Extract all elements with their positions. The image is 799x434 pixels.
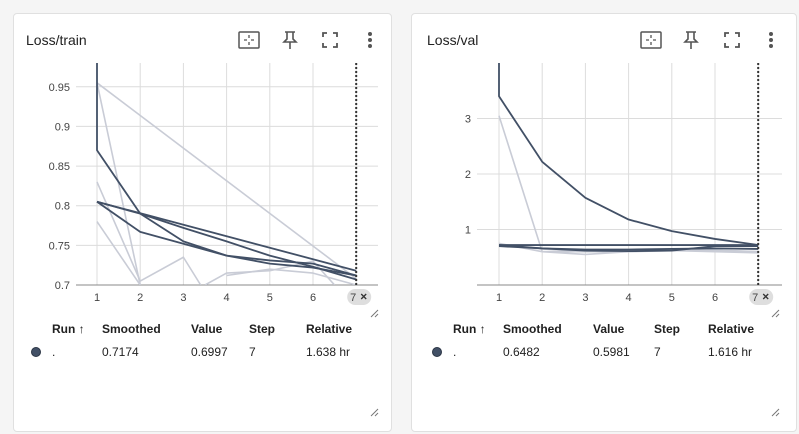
raw-series-line <box>96 221 141 285</box>
line-chart[interactable]: 3 2 1 1 2 3 4 5 6 7 <box>412 14 798 324</box>
resize-handle-icon[interactable] <box>369 308 379 318</box>
plot-area <box>96 63 357 285</box>
cell-relative: 1.616 hr <box>708 345 753 359</box>
y-tick-label: 1 <box>465 225 471 237</box>
x-tick-label: 3 <box>180 292 186 304</box>
x-tick-label: 5 <box>669 292 675 304</box>
raw-series-line <box>96 181 202 285</box>
y-tick-label: 0.95 <box>49 82 70 94</box>
y-tick-label: 0.9 <box>55 121 70 133</box>
cell-step: 7 <box>249 345 256 359</box>
x-tick-label: 1 <box>496 292 502 304</box>
sort-arrow-icon: ↑ <box>479 322 486 336</box>
step-chip-bg <box>749 289 774 305</box>
run-color-dot <box>432 347 442 357</box>
smoothed-series-line <box>498 245 759 251</box>
x-tick-label: 5 <box>267 292 273 304</box>
raw-series-line <box>96 82 357 280</box>
cell-step: 7 <box>654 345 661 359</box>
close-icon <box>360 293 367 300</box>
y-tick-label: 0.85 <box>49 161 70 173</box>
column-header-value[interactable]: Value <box>191 322 223 336</box>
pin-icon <box>282 31 298 49</box>
y-tick-label: 3 <box>465 114 471 126</box>
y-tick-label: 0.75 <box>49 240 70 252</box>
fit-domain-button[interactable] <box>639 28 663 52</box>
cell-value: 0.5981 <box>593 345 630 359</box>
more-options-button[interactable] <box>358 28 382 52</box>
resize-handle-icon[interactable] <box>770 407 780 417</box>
card-title: Loss/train <box>26 32 87 48</box>
y-tick-label: 2 <box>465 169 471 181</box>
cell-value: 0.6997 <box>191 345 228 359</box>
fullscreen-button[interactable] <box>318 28 342 52</box>
chart-card-loss-val: Loss/val 3 2 1 1 2 3 4 5 6 7 Run ↑ Smoothed Value… <box>411 13 797 432</box>
sort-arrow-icon: ↑ <box>78 322 85 336</box>
column-header-relative[interactable]: Relative <box>306 322 353 336</box>
column-header-run[interactable]: Run ↑ <box>453 322 486 336</box>
resize-handle-icon[interactable] <box>369 407 379 417</box>
fit-domain-button[interactable] <box>237 28 261 52</box>
close-icon <box>762 293 769 300</box>
fit-domain-icon <box>238 31 260 49</box>
cell-run: . <box>453 345 457 359</box>
y-tick-label: 0.8 <box>55 201 70 213</box>
card-title: Loss/val <box>427 32 479 48</box>
column-header-relative[interactable]: Relative <box>708 322 755 336</box>
chart-card-loss-train: Loss/train 0.95 0.9 0.85 0.8 0.75 0.7 1 2 3 4 5 6 7 … <box>13 13 392 432</box>
pin-button[interactable] <box>679 28 703 52</box>
step-chip[interactable]: 7 <box>347 289 372 305</box>
x-tick-label: 4 <box>626 292 632 304</box>
column-header-run[interactable]: Run ↑ <box>52 322 85 336</box>
step-chip-label: 7 <box>350 292 356 304</box>
column-header-step[interactable]: Step <box>654 322 681 336</box>
y-tick-label: 0.7 <box>55 280 70 292</box>
cell-smoothed: 0.6482 <box>503 345 540 359</box>
fullscreen-icon <box>322 32 338 48</box>
x-tick-label: 6 <box>310 292 316 304</box>
column-header-step[interactable]: Step <box>249 322 276 336</box>
fullscreen-icon <box>724 32 740 48</box>
fit-domain-icon <box>640 31 662 49</box>
cell-run: . <box>52 345 56 359</box>
smoothed-series-line <box>96 201 357 277</box>
x-tick-label: 6 <box>712 292 718 304</box>
line-chart[interactable]: 0.95 0.9 0.85 0.8 0.75 0.7 1 2 3 4 5 6 7 <box>14 14 393 324</box>
raw-series-line <box>96 82 141 285</box>
pin-icon <box>683 31 699 49</box>
raw-series-line <box>226 268 357 285</box>
more-vert-icon <box>368 32 372 48</box>
more-vert-icon <box>769 32 773 48</box>
run-color-dot <box>31 347 41 357</box>
step-chip[interactable]: 7 <box>749 289 774 305</box>
step-chip-bg <box>347 289 372 305</box>
smoothed-series-line <box>96 200 357 272</box>
cell-relative: 1.638 hr <box>306 345 351 359</box>
column-header-smoothed[interactable]: Smoothed <box>503 322 562 336</box>
pin-button[interactable] <box>278 28 302 52</box>
fullscreen-button[interactable] <box>720 28 744 52</box>
x-tick-label: 1 <box>94 292 100 304</box>
cell-smoothed: 0.7174 <box>102 345 139 359</box>
smoothed-series-line <box>498 63 759 246</box>
x-tick-label: 2 <box>137 292 143 304</box>
column-header-smoothed[interactable]: Smoothed <box>102 322 161 336</box>
step-chip-label: 7 <box>752 292 758 304</box>
resize-handle-icon[interactable] <box>770 308 780 318</box>
x-tick-label: 2 <box>539 292 545 304</box>
x-tick-label: 4 <box>224 292 230 304</box>
column-header-value[interactable]: Value <box>593 322 625 336</box>
more-options-button[interactable] <box>759 28 783 52</box>
plot-area <box>498 63 759 256</box>
smoothed-series-line <box>96 63 357 277</box>
x-tick-label: 3 <box>582 292 588 304</box>
